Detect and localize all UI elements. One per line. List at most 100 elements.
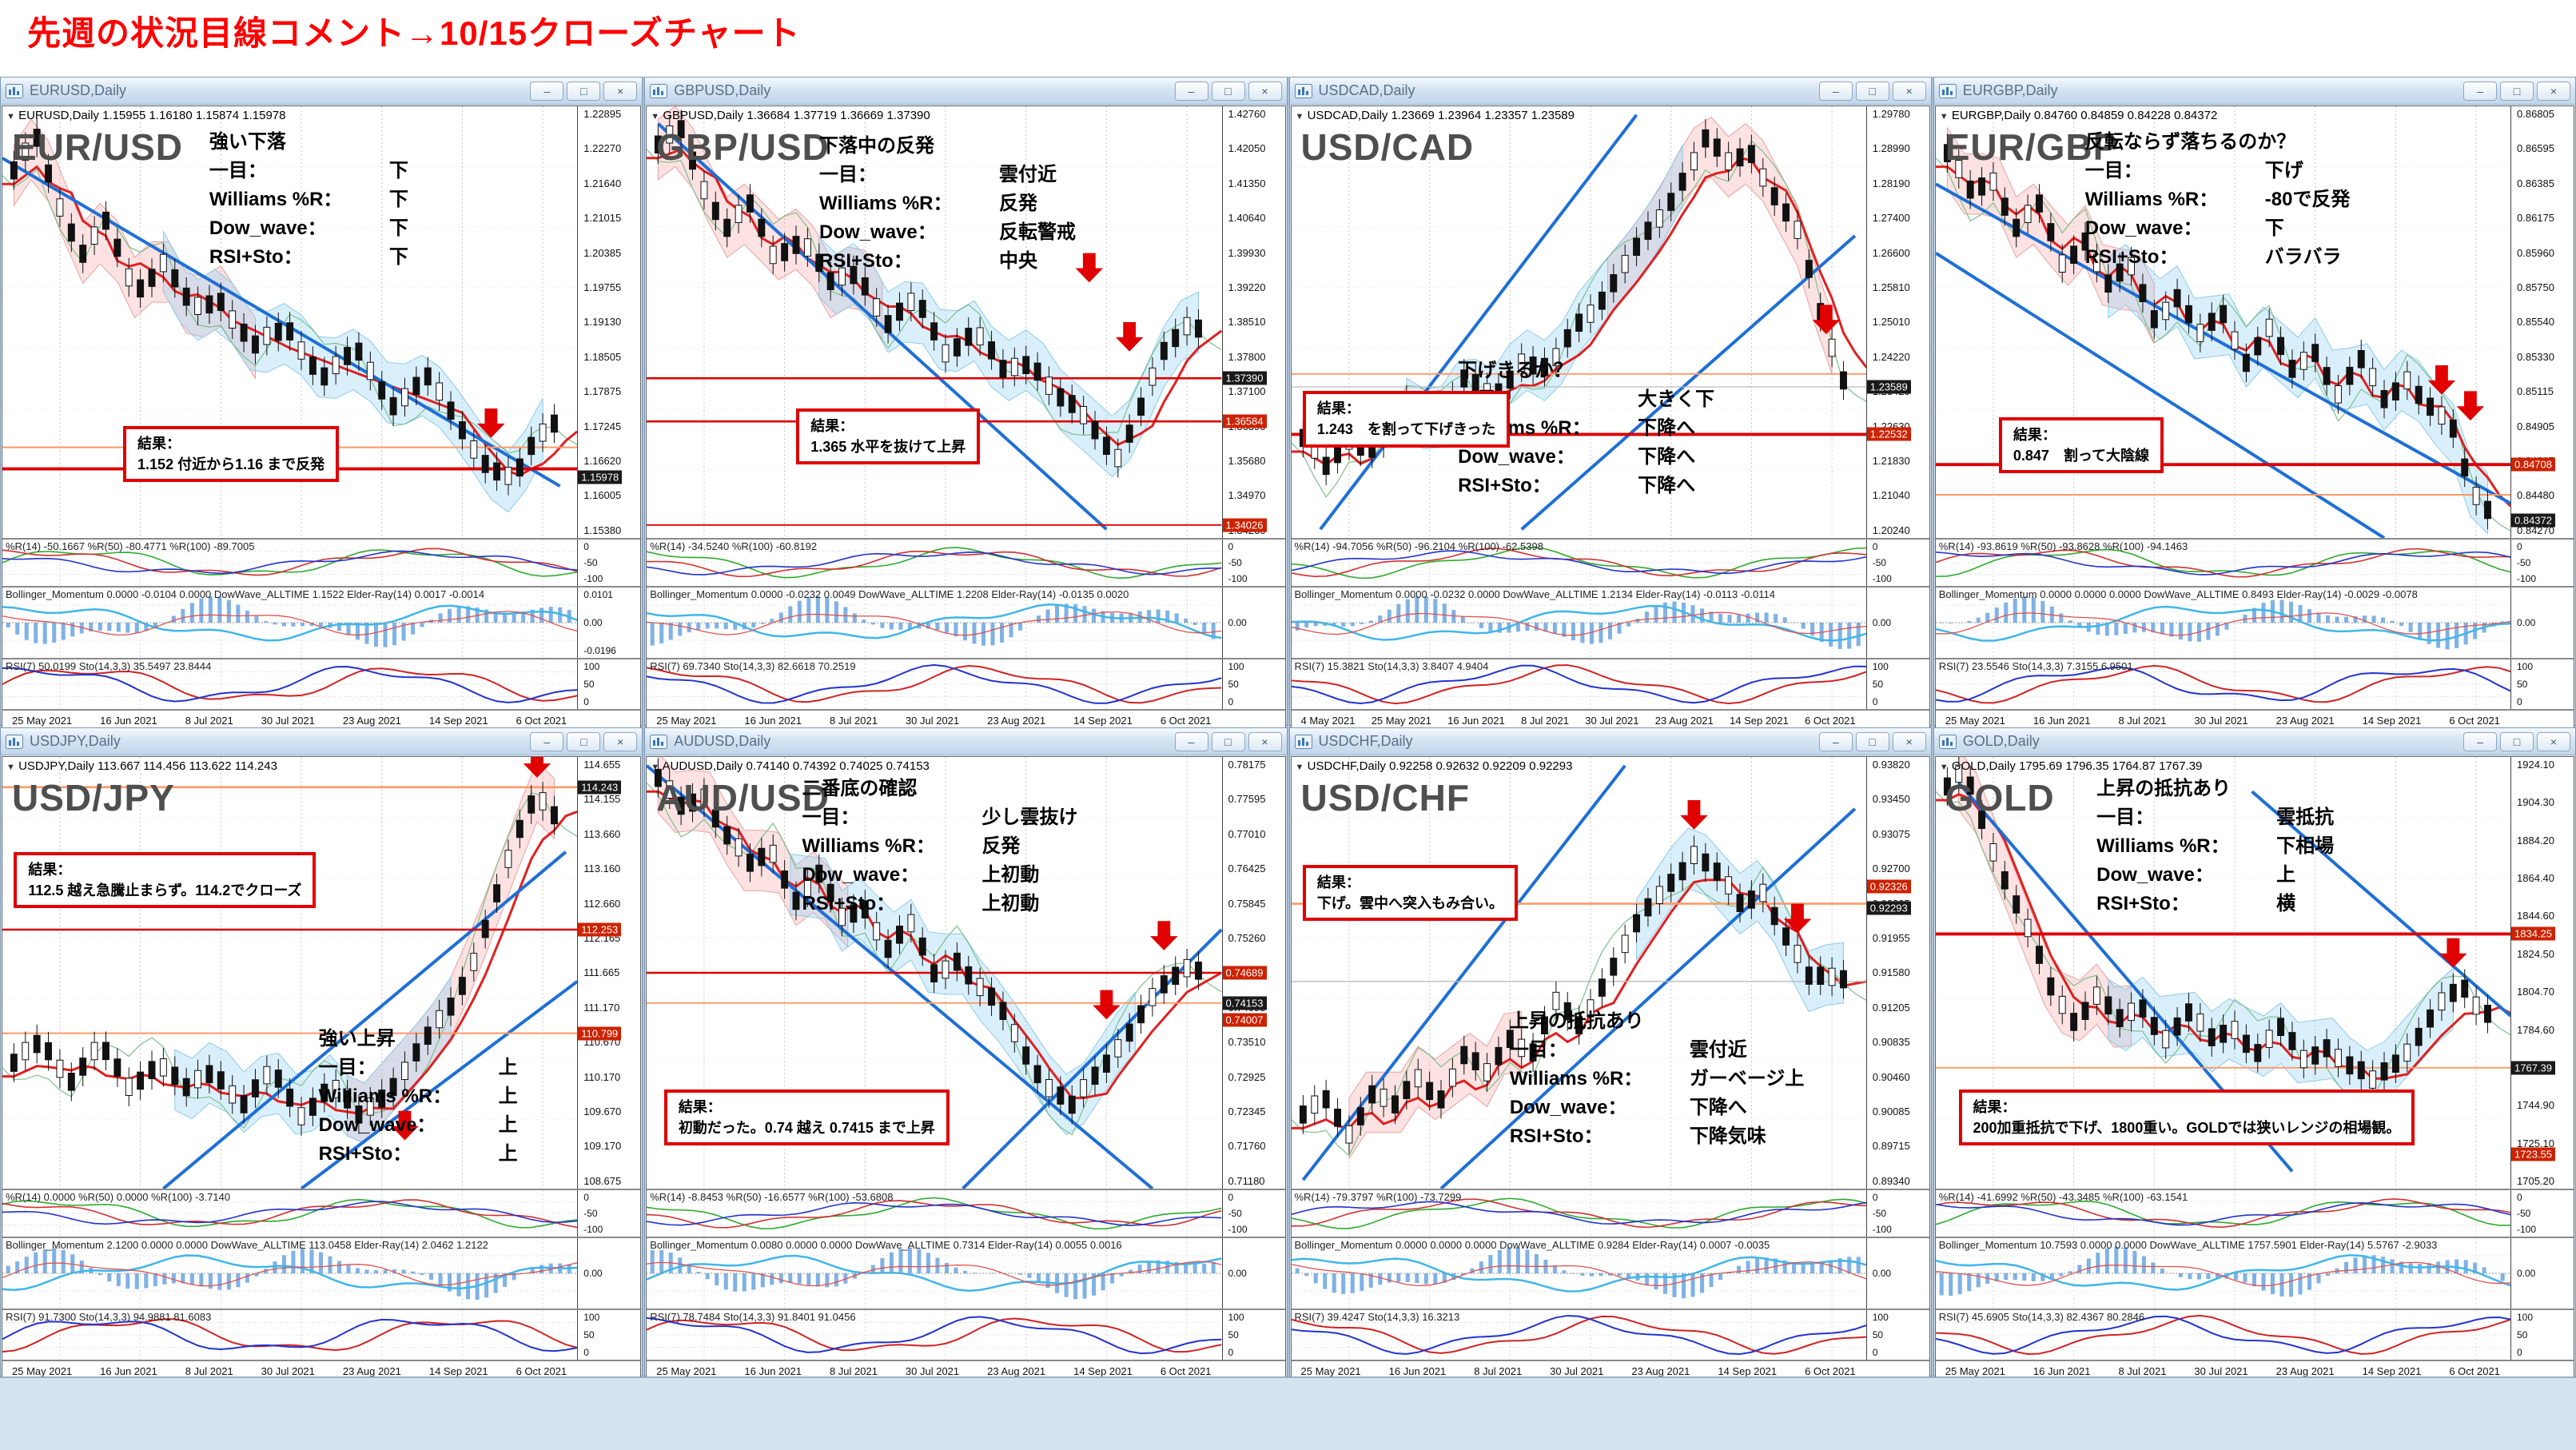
restore-button[interactable]: □ [2500,82,2534,101]
momentum-subwindow[interactable]: Bollinger_Momentum 2.1200 0.0000 0.0000 … [2,1238,578,1309]
close-button[interactable]: × [603,732,637,751]
window-titlebar[interactable]: EURGBP,Daily – □ × [1934,78,2575,105]
momentum-subwindow[interactable]: Bollinger_Momentum 0.0000 -0.0232 0.0049… [647,588,1222,658]
close-button[interactable]: × [1248,732,1282,751]
rsi-subwindow[interactable]: RSI(7) 78.7484 Sto(14,3,3) 91.8401 91.04… [647,1310,1222,1360]
minimize-button[interactable]: – [1819,82,1853,101]
result-note: 結果： 初動だった。0.74 越え 0.7415 まで上昇 [664,1089,950,1145]
minimize-button[interactable]: – [1175,82,1208,101]
restore-button[interactable]: □ [1856,82,1889,101]
price-tick: 0.90460 [1873,1072,1929,1082]
williams-subwindow[interactable]: %R(14) -41.6992 %R(50) -43.3485 %R(100) … [1936,1190,2511,1237]
window-titlebar[interactable]: USDJPY,Daily – □ × [1,728,642,755]
rsi-subwindow[interactable]: RSI(7) 23.5546 Sto(14,3,3) 7.3155 6.9501 [1936,659,2511,709]
outlook-row-label: Dow_wave： [319,1111,499,1140]
outlook-row-value: 下 [2265,214,2284,243]
restore-button[interactable]: □ [1856,732,1889,751]
price-chart[interactable]: ▼ USDCHF,Daily 0.92258 0.92632 0.92209 0… [1292,757,1867,1189]
date-tick: 23 Aug 2021 [1631,1365,1690,1377]
rsi-subwindow[interactable]: RSI(7) 50.0199 Sto(14,3,3) 35.5497 23.84… [2,659,578,709]
wpr-tick: -100 [1228,573,1285,584]
symbol-dropdown-icon[interactable]: ▼ [651,112,659,121]
outlook-row-value: 上 [2276,861,2295,890]
minimize-button[interactable]: – [530,732,563,751]
minimize-button[interactable]: – [2463,732,2497,751]
rsi-subwindow[interactable]: RSI(7) 69.7340 Sto(14,3,3) 82.6618 70.25… [647,659,1222,709]
window-title: EURUSD,Daily [30,82,126,99]
minimize-button[interactable]: – [2463,82,2497,101]
williams-subwindow[interactable]: %R(14) -50.1667 %R(50) -80.4771 %R(100) … [2,540,578,586]
momentum-subwindow[interactable]: Bollinger_Momentum 0.0000 -0.0232 0.0000… [1292,588,1867,658]
outlook-row: Dow_wave：下 [209,214,408,243]
williams-subwindow[interactable]: %R(14) -34.5240 %R(100) -60.8192 [647,540,1222,586]
price-axis[interactable]: 0.938200.934500.930750.927000.923250.919… [1867,757,1929,1189]
restore-button[interactable]: □ [1212,82,1245,101]
minimize-button[interactable]: – [1175,732,1208,751]
chart-window: GBPUSD,Daily – □ × ▼ GBPUSD,Daily 1.3668… [644,77,1287,726]
momentum-subwindow[interactable]: Bollinger_Momentum 0.0000 0.0000 0.0000 … [1936,588,2511,658]
symbol-dropdown-icon[interactable]: ▼ [6,763,15,772]
restore-button[interactable]: □ [567,732,600,751]
minimize-button[interactable]: – [530,82,563,101]
symbol-dropdown-icon[interactable]: ▼ [651,763,659,772]
symbol-dropdown-icon[interactable]: ▼ [1296,112,1304,121]
price-chart[interactable]: ▼ EURUSD,Daily 1.15955 1.16180 1.15874 1… [2,106,578,538]
momentum-subwindow[interactable]: Bollinger_Momentum 0.0000 0.0000 0.0000 … [1292,1238,1867,1309]
price-tick: 1.28190 [1873,178,1929,189]
momentum-subwindow[interactable]: Bollinger_Momentum 0.0080 0.0000 0.0000 … [647,1238,1222,1309]
momentum-subwindow[interactable]: Bollinger_Momentum 0.0000 -0.0104 0.0000… [2,588,578,658]
williams-subwindow[interactable]: %R(14) -94.7056 %R(50) -96.2104 %R(100) … [1292,540,1867,586]
window-titlebar[interactable]: EURUSD,Daily – □ × [1,78,642,105]
price-chart[interactable]: ▼ EURGBP,Daily 0.84760 0.84859 0.84228 0… [1936,106,2511,538]
symbol-dropdown-icon[interactable]: ▼ [1940,763,1949,772]
rsi-subwindow[interactable]: RSI(7) 91.7300 Sto(14,3,3) 94.9881 81.60… [2,1310,578,1360]
close-button[interactable]: × [2537,732,2570,751]
price-chart[interactable]: ▼ USDJPY,Daily 113.667 114.456 113.622 1… [2,757,578,1189]
symbol-dropdown-icon[interactable]: ▼ [1940,112,1949,121]
close-button[interactable]: × [2537,82,2570,101]
rsi-subwindow[interactable]: RSI(7) 15.3821 Sto(14,3,3) 3.8407 4.9404 [1292,659,1867,709]
close-button[interactable]: × [603,82,637,101]
williams-subwindow[interactable]: %R(14) 0.0000 %R(50) 0.0000 %R(100) -3.7… [2,1190,578,1237]
close-button[interactable]: × [1893,732,1926,751]
window-titlebar[interactable]: GBPUSD,Daily – □ × [645,78,1286,105]
ohlc-text: GBPUSD,Daily 1.36684 1.37719 1.36669 1.3… [663,109,930,122]
ohlc-text: GOLD,Daily 1795.69 1796.35 1764.87 1767.… [1952,759,2203,773]
window-titlebar[interactable]: USDCAD,Daily – □ × [1290,78,1931,105]
restore-button[interactable]: □ [1212,732,1245,751]
rsi-subwindow[interactable]: RSI(7) 39.4247 Sto(14,3,3) 16.3213 [1292,1310,1867,1360]
minimize-button[interactable]: – [1819,732,1853,751]
momentum-label: Bollinger_Momentum 0.0000 -0.0232 0.0000… [1295,588,1775,600]
momentum-label: Bollinger_Momentum 2.1200 0.0000 0.0000 … [6,1239,488,1251]
window-titlebar[interactable]: AUDUSD,Daily – □ × [645,728,1286,755]
price-chart[interactable]: ▼ AUDUSD,Daily 0.74140 0.74392 0.74025 0… [647,757,1222,1189]
result-label: 結果： [137,433,324,454]
chart-window: EURUSD,Daily – □ × ▼ EURUSD,Daily 1.1595… [0,77,643,726]
williams-subwindow[interactable]: %R(14) -79.3797 %R(100) -73.7299 [1292,1190,1867,1237]
restore-button[interactable]: □ [2500,732,2534,751]
symbol-dropdown-icon[interactable]: ▼ [6,112,15,121]
close-button[interactable]: × [1248,82,1282,101]
restore-button[interactable]: □ [567,82,600,101]
window-titlebar[interactable]: USDCHF,Daily – □ × [1290,728,1931,755]
price-tick: 1.22270 [583,143,640,153]
window-titlebar[interactable]: GOLD,Daily – □ × [1934,728,2575,755]
price-chart[interactable]: ▼ USDCAD,Daily 1.23669 1.23964 1.23357 1… [1292,106,1867,538]
williams-subwindow[interactable]: %R(14) -93.8619 %R(50) -93.8628 %R(100) … [1936,540,2511,586]
symbol-dropdown-icon[interactable]: ▼ [1296,763,1304,772]
close-button[interactable]: × [1893,82,1926,101]
price-chart[interactable]: ▼ GOLD,Daily 1795.69 1796.35 1764.87 176… [1936,757,2511,1189]
rsi-subwindow[interactable]: RSI(7) 45.6905 Sto(14,3,3) 82.4367 80.28… [1936,1310,2511,1360]
momentum-subwindow[interactable]: Bollinger_Momentum 10.7593 0.0000 0.0000… [1936,1238,2511,1309]
price-chart[interactable]: ▼ GBPUSD,Daily 1.36684 1.37719 1.36669 1… [647,106,1222,538]
momentum-tick: 0.00 [1228,617,1285,628]
williams-subwindow[interactable]: %R(14) -8.8453 %R(50) -16.6577 %R(100) -… [647,1190,1222,1237]
